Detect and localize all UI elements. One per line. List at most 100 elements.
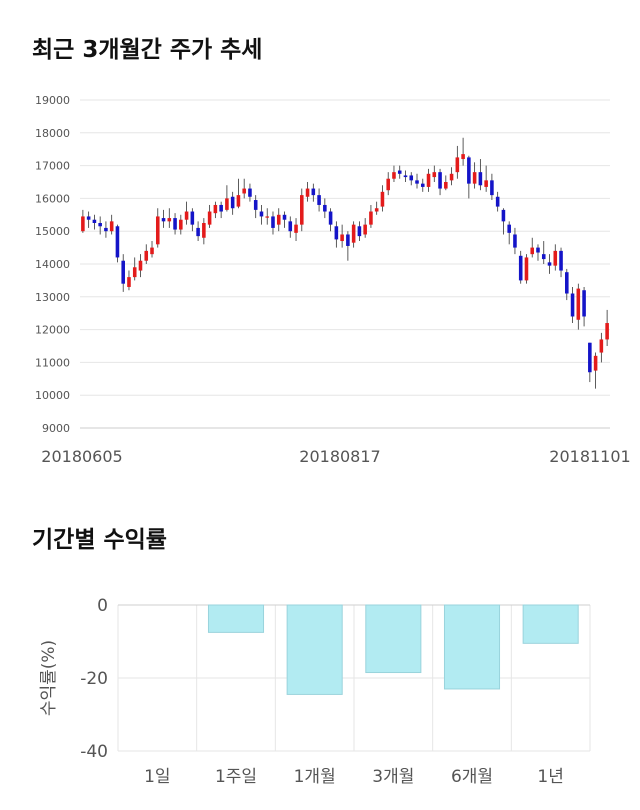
returns-x-tick-label: 1일 [144, 767, 170, 787]
candle-body [541, 254, 546, 260]
price-y-tick-label: 18000 [35, 127, 70, 140]
candle-body [150, 247, 154, 255]
candle-body [311, 188, 316, 196]
candle-body [184, 211, 189, 220]
candle-body [380, 191, 385, 207]
returns-bar [286, 604, 343, 695]
price-y-tick-label: 10000 [35, 389, 70, 402]
candle-body [409, 175, 414, 181]
candle-body [392, 172, 396, 179]
candle-body [415, 180, 419, 184]
returns-y-tick-label: -40 [80, 742, 108, 762]
candle-body [98, 223, 102, 227]
price-y-tick-label: 11000 [35, 356, 70, 369]
candle-body [346, 234, 350, 246]
candle-body [334, 226, 339, 240]
candle-body [524, 257, 529, 281]
candle-body [472, 172, 477, 184]
candle-body [397, 170, 402, 174]
candle-body [219, 204, 223, 212]
price-y-tick-label: 9000 [42, 422, 70, 435]
candle-body [86, 216, 91, 220]
candle-body [92, 219, 97, 223]
price-x-tick-label: 20180605 [41, 447, 122, 466]
candle-body [202, 223, 206, 238]
candle-body [363, 224, 367, 235]
candle-body [276, 214, 281, 225]
candle-body [559, 250, 563, 271]
returns-chart-title: 기간별 수익률 [32, 527, 167, 553]
candle-body [513, 234, 517, 248]
candle-body [432, 172, 437, 178]
candle-body [127, 277, 131, 287]
price-x-tick-label: 20181101 [549, 447, 630, 466]
returns-bar [522, 604, 579, 644]
price-y-tick-label: 17000 [35, 160, 70, 173]
returns-x-tick-label: 1주일 [215, 767, 257, 787]
candle-body [605, 323, 609, 340]
candle-body [155, 216, 160, 245]
price-y-tick-label: 13000 [35, 291, 70, 304]
candle-body [230, 196, 235, 209]
price-y-tick-label: 16000 [35, 192, 70, 205]
price-y-tick-label: 19000 [35, 94, 70, 107]
price-y-tick-label: 12000 [35, 324, 70, 337]
candle-body [530, 247, 535, 255]
candle-body [351, 224, 356, 243]
candle-body [305, 188, 310, 197]
returns-x-tick-label: 1년 [537, 767, 563, 787]
returns-y-tick-label: -20 [80, 669, 108, 689]
candle-body [81, 216, 85, 232]
candle-body [455, 157, 460, 173]
candle-body [173, 218, 177, 230]
returns-y-axis-label: 수익률(%) [39, 640, 59, 716]
candle-body [426, 173, 431, 187]
candle-body [300, 195, 304, 225]
candle-body [167, 218, 172, 222]
price-y-tick-label: 15000 [35, 225, 70, 238]
candle-body [553, 250, 558, 266]
candle-body [536, 247, 540, 253]
returns-bar [207, 604, 265, 633]
candle-body [444, 182, 448, 189]
returns-x-tick-label: 3개월 [372, 767, 414, 787]
candle-body [225, 198, 229, 210]
candle-body [121, 260, 125, 284]
candle-body [570, 293, 575, 317]
candle-body [507, 224, 511, 233]
returns-bar [443, 604, 501, 690]
price-y-tick-label: 14000 [35, 258, 70, 271]
candle-body [317, 195, 321, 205]
candle-body [599, 339, 604, 353]
returns-x-tick-label: 1개월 [294, 767, 336, 787]
price-x-tick-label: 20180817 [299, 447, 380, 466]
candle-body [484, 180, 488, 187]
candle-body [518, 255, 523, 281]
candle-body [403, 175, 408, 178]
price-candlestick-chart: 19000 18000 17000 16000 15000 14000 13000 12000… [35, 94, 631, 466]
candle-body [179, 219, 183, 230]
candle-body [138, 260, 143, 271]
candle-body [207, 211, 212, 225]
candle-body [565, 272, 569, 294]
candle-body [478, 172, 483, 186]
candle-body [328, 211, 333, 225]
candle-body [109, 221, 114, 232]
candle-body [236, 195, 241, 207]
candle-body [161, 218, 166, 222]
candle-body [132, 267, 137, 278]
candle-body [501, 209, 506, 222]
candle-body [582, 290, 586, 317]
candle-body [357, 226, 362, 237]
candle-body [282, 214, 287, 220]
returns-bar [365, 604, 422, 674]
candle-body [461, 154, 465, 160]
candle-body [323, 204, 327, 212]
candle-body [190, 211, 195, 225]
candle-body [340, 234, 344, 242]
candle-body [369, 211, 373, 225]
candle-body [576, 288, 581, 320]
candle-body [495, 196, 500, 207]
candle-body [588, 342, 592, 373]
